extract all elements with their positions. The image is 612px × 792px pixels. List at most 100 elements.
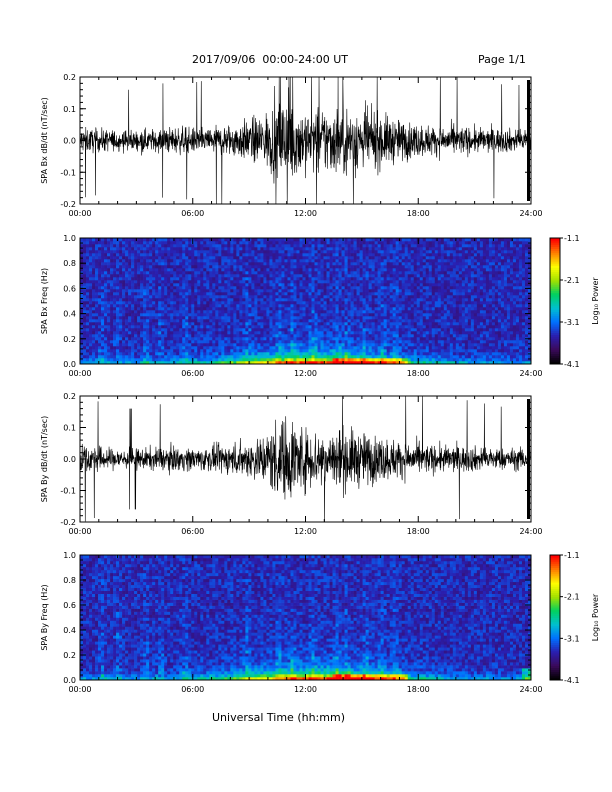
heatmap-cell [146, 304, 150, 308]
heatmap-cell [383, 355, 387, 359]
heatmap-cell [326, 361, 330, 365]
heatmap-cell [344, 268, 348, 272]
heatmap-cell [281, 265, 285, 269]
heatmap-cell [233, 238, 237, 242]
heatmap-cell [272, 244, 276, 248]
heatmap-cell [407, 268, 412, 272]
heatmap-cell [335, 325, 339, 329]
heatmap-cell [296, 340, 300, 344]
heatmap-cell [404, 343, 409, 347]
heatmap-cell [116, 340, 120, 344]
heatmap-cell [239, 325, 243, 329]
heatmap-cell [101, 238, 105, 242]
heatmap-cell [416, 295, 421, 299]
heatmap-cell [176, 310, 180, 314]
heatmap-cell [380, 286, 384, 290]
heatmap-cell [230, 313, 234, 317]
heatmap-cell [206, 247, 210, 251]
heatmap-cell [341, 349, 345, 353]
heatmap-cell [191, 310, 195, 314]
heatmap-cell [200, 277, 204, 281]
heatmap-cell [212, 262, 216, 266]
heatmap-cell [362, 277, 366, 281]
heatmap-cell [410, 316, 415, 320]
heatmap-cell [173, 280, 177, 284]
heatmap-cell [314, 340, 318, 344]
heatmap-cell [296, 310, 300, 314]
heatmap-cell [92, 340, 96, 344]
heatmap-cell [371, 262, 375, 266]
heatmap-cell [107, 307, 111, 311]
heatmap-cell [344, 313, 348, 317]
heatmap-cell [281, 334, 285, 338]
heatmap-cell [167, 343, 171, 347]
heatmap-cell [293, 283, 297, 287]
heatmap-cell [158, 319, 162, 323]
heatmap-cell [266, 322, 270, 326]
heatmap-cell [383, 298, 387, 302]
heatmap-cell [383, 304, 387, 308]
heatmap-cell [299, 256, 303, 260]
heatmap-cell [86, 280, 90, 284]
heatmap-cell [404, 238, 409, 242]
heatmap-cell [155, 313, 159, 317]
heatmap-cell [170, 274, 174, 278]
heatmap-cell [347, 292, 351, 296]
heatmap-cell [107, 301, 111, 305]
heatmap-cell [332, 340, 336, 344]
heatmap-cell [365, 322, 369, 326]
panel-1: 00:00 06:00 12:00 18:00 24:00-0.2-0.10.00.10… [40, 73, 543, 218]
heatmap-cell [383, 295, 387, 299]
heatmap-cell [122, 262, 126, 266]
heatmap-cell [368, 259, 372, 263]
heatmap-cell [368, 262, 372, 266]
heatmap-cell [359, 247, 363, 251]
heatmap-cell [182, 307, 186, 311]
heatmap-cell [383, 292, 387, 296]
heatmap-cell [374, 289, 378, 293]
heatmap-cell [341, 355, 345, 359]
heatmap-cell [206, 337, 210, 341]
heatmap-cell [146, 244, 150, 248]
heatmap-cell [365, 307, 369, 311]
heatmap-cell [191, 253, 195, 257]
heatmap-cell [176, 301, 180, 305]
heatmap-cell [143, 283, 147, 287]
heatmap-cell [125, 265, 129, 269]
heatmap-cell [305, 286, 309, 290]
heatmap-cell [137, 277, 141, 281]
heatmap-cell [323, 259, 327, 263]
heatmap-cell [98, 271, 102, 275]
heatmap-cell [299, 280, 303, 284]
heatmap-cell [251, 325, 255, 329]
heatmap-cell [254, 253, 258, 257]
heatmap-cell [113, 262, 117, 266]
heatmap-cell [395, 298, 400, 302]
heatmap-cell [143, 328, 147, 332]
heatmap-cell [359, 361, 363, 365]
heatmap-cell [197, 322, 201, 326]
heatmap-cell [308, 241, 312, 245]
heatmap-cell [200, 271, 204, 275]
heatmap-cell [350, 319, 354, 323]
heatmap-cell [263, 265, 267, 269]
heatmap-cell [347, 325, 351, 329]
heatmap-cell [323, 280, 327, 284]
heatmap-cell [173, 265, 177, 269]
heatmap-cell [293, 250, 297, 254]
heatmap-cell [353, 274, 357, 278]
heatmap-cell [308, 250, 312, 254]
heatmap-cell [341, 358, 345, 362]
heatmap-cell [140, 280, 144, 284]
heatmap-cell [302, 328, 306, 332]
heatmap-cell [227, 277, 231, 281]
heatmap-cell [95, 349, 99, 353]
heatmap-cell [359, 301, 363, 305]
heatmap-cell [398, 349, 403, 353]
heatmap-cell [86, 238, 90, 242]
heatmap-cell [350, 328, 354, 332]
heatmap-cell [380, 247, 384, 251]
heatmap-cell [152, 292, 156, 296]
heatmap-cell [158, 262, 162, 266]
heatmap-cell [407, 253, 412, 257]
